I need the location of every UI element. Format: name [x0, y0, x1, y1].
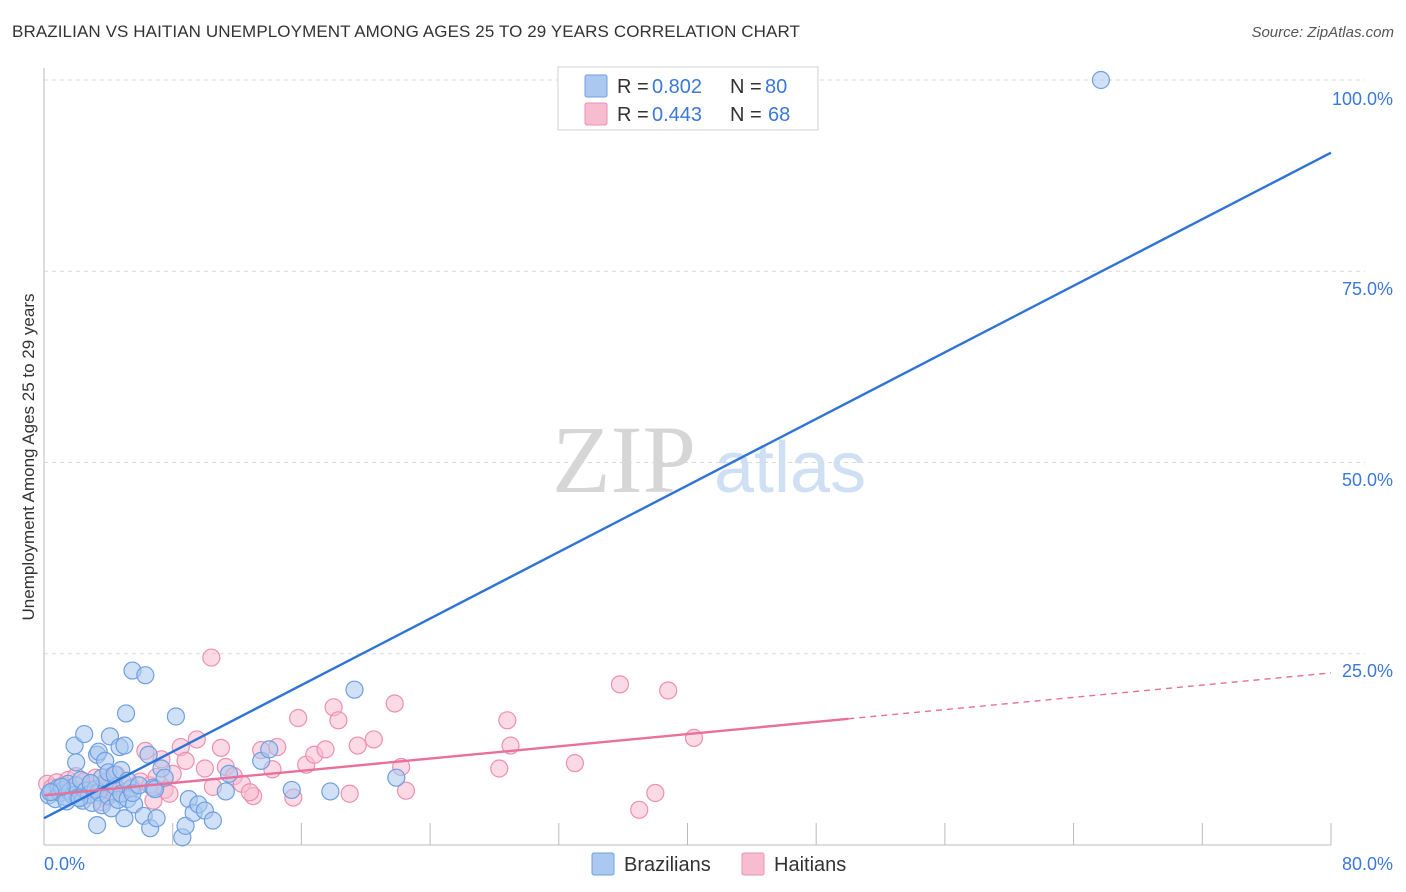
watermark-zip: ZIP — [552, 406, 696, 513]
series-legend: Brazilians Haitians — [591, 852, 846, 876]
watermark-atlas: atlas — [714, 428, 866, 508]
brazilians-point — [203, 811, 223, 830]
brazilians-point — [115, 809, 134, 828]
brazilians-point — [147, 809, 166, 828]
haitians-point — [646, 783, 665, 803]
brazilians-point — [41, 783, 60, 802]
source-label: Source: ZipAtlas.com — [1251, 24, 1394, 41]
brazilians-point — [260, 740, 279, 759]
haitians-point — [211, 738, 231, 757]
haitians-point — [348, 736, 367, 755]
chart-title: BRAZILIAN VS HAITIAN UNEMPLOYMENT AMONG … — [12, 22, 801, 41]
haitians-point — [202, 648, 221, 667]
x-tick-label-max: 80.0% — [1342, 854, 1393, 874]
y-tick-label-100: 100.0% — [1332, 89, 1393, 109]
bottom-legend-label-brazilians: Brazilians — [624, 854, 711, 876]
brazilians-point — [345, 680, 364, 699]
haitians-point — [385, 694, 404, 713]
y-tick-label-75: 75.0% — [1342, 279, 1393, 299]
brazilians-point — [321, 782, 340, 801]
haitians-point — [498, 711, 517, 730]
haitians-point — [396, 781, 416, 800]
legend-r-label-haitians: R = — [617, 104, 649, 126]
grid-lines — [44, 79, 1365, 655]
legend-n-value-haitians: 68 — [768, 104, 790, 126]
haitians-point — [316, 740, 335, 759]
haitians-point — [610, 675, 630, 694]
brazilians-point — [87, 816, 107, 835]
brazilians-point — [387, 768, 406, 787]
brazilians-point — [116, 704, 136, 723]
haitians-point — [659, 681, 678, 700]
legend-n-value-brazilians: 80 — [765, 76, 787, 98]
haitians-point — [340, 784, 359, 803]
x-tick-label-min: 0.0% — [44, 854, 85, 874]
brazilians-point — [282, 780, 301, 800]
brazilians-point — [67, 753, 86, 772]
brazilians-point — [166, 707, 186, 726]
trend-lines — [43, 151, 1332, 820]
bottom-legend-swatch-brazilians — [591, 852, 615, 876]
haitians-trend-line — [43, 717, 849, 797]
legend-n-label-brazilians: N = — [730, 76, 762, 98]
haitians-point — [289, 708, 308, 728]
y-tick-label-50: 50.0% — [1342, 470, 1393, 490]
bottom-legend-swatch-haitians — [741, 852, 765, 876]
legend-r-value-brazilians: 0.802 — [652, 76, 702, 98]
haitians-point — [364, 730, 383, 749]
brazilians-point — [115, 736, 134, 755]
brazilians-point — [176, 816, 195, 835]
haitians-point — [565, 754, 584, 773]
haitians-point — [329, 711, 348, 730]
axes — [43, 68, 1332, 846]
legend-r-value-haitians: 0.443 — [652, 104, 702, 126]
brazilians-point — [216, 782, 235, 801]
brazilians-point — [155, 768, 174, 787]
haitians-point — [490, 759, 509, 778]
y-axis-label: Unemployment Among Ages 25 to 29 years — [19, 294, 38, 621]
brazilians-point — [1091, 70, 1111, 90]
brazilians-point — [219, 764, 239, 783]
haitians-point — [195, 759, 214, 778]
brazilians-point — [81, 773, 100, 793]
bottom-legend-label-haitians: Haitians — [774, 854, 846, 876]
haitians-trend-extension — [848, 672, 1332, 720]
haitians-point — [630, 800, 649, 819]
brazilians-point — [75, 724, 94, 744]
legend-n-label-haitians: N = — [730, 104, 762, 126]
haitians-point — [176, 751, 195, 770]
legend-swatch-haitians — [584, 102, 608, 126]
brazilians-trend-line — [43, 151, 1332, 820]
haitians-point — [240, 783, 260, 802]
y-tick-label-25: 25.0% — [1342, 661, 1393, 681]
correlation-legend: R = 0.802 N = 80 R = 0.443 N = 68 — [557, 66, 819, 131]
legend-swatch-brazilians — [584, 74, 608, 98]
legend-r-label-brazilians: R = — [617, 76, 649, 98]
brazilians-point — [136, 666, 155, 685]
